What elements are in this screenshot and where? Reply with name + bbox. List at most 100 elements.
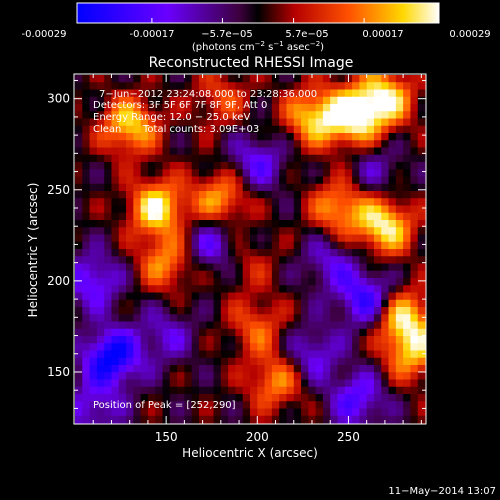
heatmap-cell [198,169,207,178]
heatmap-cell [206,198,215,207]
heatmap-cell [220,314,229,323]
heatmap-cell [352,321,360,330]
heatmap-cell [366,415,375,424]
heatmap-cell [133,299,142,308]
heatmap-cell [140,176,149,185]
heatmap-cell [308,307,317,315]
heatmap-cell [169,162,178,170]
heatmap-cell [403,321,412,330]
heatmap-cell [198,314,207,323]
heatmap-cell [155,292,164,301]
heatmap-cell [352,292,360,301]
heatmap-cell [169,263,178,272]
heatmap-cell [388,350,397,359]
heatmap-cell [373,394,382,402]
heatmap-cell [89,212,98,221]
heatmap-cell [213,212,222,221]
heatmap-cell [388,82,397,91]
heatmap-cell [96,336,105,344]
heatmap-cell [169,89,178,98]
heatmap-cell [133,191,142,199]
heatmap-cell [228,176,237,185]
heatmap-cell [104,365,113,373]
heatmap-cell [330,321,339,330]
heatmap-cell [271,292,280,301]
heatmap-cell [104,89,113,98]
heatmap-cell [381,386,390,395]
heatmap-cell [337,314,346,323]
heatmap-cell [242,198,251,207]
heatmap-cell [410,401,419,410]
heatmap-cell [177,96,185,105]
heatmap-cell [82,415,91,424]
heatmap-cell [177,357,185,366]
heatmap-cell [213,401,222,410]
heatmap-cell [213,169,222,178]
heatmap-cell [279,408,288,417]
heatmap-cell [155,299,164,308]
heatmap-cell [133,365,142,373]
heatmap-cell [235,394,244,402]
heatmap-cell [104,140,113,149]
heatmap-cell [301,75,309,83]
heatmap-cell [250,379,258,388]
heatmap-cell [315,394,324,402]
heatmap-cell [191,256,200,265]
heatmap-cell [410,227,419,236]
heatmap-cell [82,285,91,294]
heatmap-cell [89,183,98,192]
heatmap-cell [286,401,295,410]
heatmap-cell [104,205,113,214]
heatmap-cell [242,169,251,178]
heatmap-cell [381,401,390,410]
heatmap-cell [330,133,339,141]
heatmap-cell [301,314,309,323]
heatmap-cell [373,307,382,315]
heatmap-cell [96,285,105,294]
heatmap-cell [344,307,353,315]
heatmap-cell [301,249,309,257]
heatmap-cell [82,256,91,265]
heatmap-cell [373,125,382,134]
heatmap-cell [169,220,178,228]
heatmap-cell [359,299,368,308]
heatmap-cell [308,169,317,178]
heatmap-cell [344,125,353,134]
heatmap-cell [315,386,324,395]
heatmap-cell [257,336,266,344]
heatmap-cell [359,176,368,185]
heatmap-cell [220,140,229,149]
heatmap-cell [111,169,120,178]
heatmap-cell [315,401,324,410]
heatmap-cell [301,125,309,134]
heatmap-cell [301,212,309,221]
peak-position-text: Position of Peak = [252,290] [93,400,236,411]
heatmap-cell [235,386,244,395]
heatmap-cell [322,104,331,112]
heatmap-cell [140,249,149,257]
heatmap-cell [366,82,375,91]
heatmap-cell [279,314,288,323]
heatmap-cell [89,372,98,381]
heatmap-cell [308,220,317,228]
heatmap-cell [220,343,229,352]
heatmap-cell [344,198,353,207]
heatmap-cell [308,314,317,323]
heatmap-cell [228,205,237,214]
heatmap-cell [322,401,331,410]
heatmap-cell [315,118,324,127]
heatmap-cell [337,249,346,257]
heatmap-cell [301,118,309,127]
heatmap-cell [177,299,185,308]
heatmap-cell [279,328,288,337]
heatmap-cell [337,75,346,83]
heatmap-cell [96,343,105,352]
heatmap-cell [140,104,149,112]
heatmap-cell [184,75,193,83]
heatmap-cell [315,205,324,214]
heatmap-cell [322,350,331,359]
heatmap-cell [82,401,91,410]
heatmap-cell [133,386,142,395]
heatmap-cell [242,379,251,388]
